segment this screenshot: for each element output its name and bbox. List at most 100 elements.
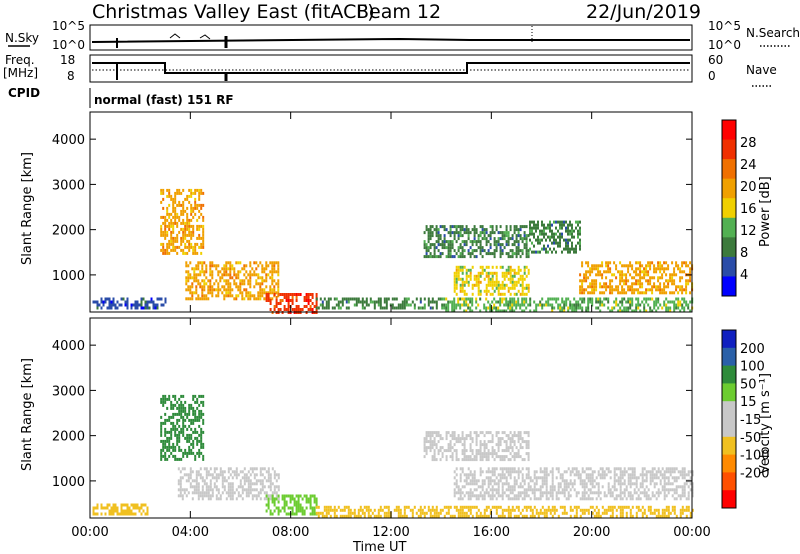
heatmap-cell xyxy=(465,458,468,462)
heatmap-cell xyxy=(186,233,189,237)
heatmap-cell xyxy=(597,264,600,268)
heatmap-cell xyxy=(653,467,656,471)
heatmap-cell xyxy=(495,286,498,290)
heatmap-cell xyxy=(122,297,125,301)
heatmap-cell xyxy=(639,291,642,295)
heatmap-cell xyxy=(255,273,258,277)
heatmap-cell xyxy=(565,244,567,248)
heatmap-cell xyxy=(579,479,582,483)
heatmap-cell xyxy=(455,306,458,310)
heatmap-cell xyxy=(435,303,438,307)
heatmap-cell xyxy=(479,455,482,459)
heatmap-cell xyxy=(257,276,260,280)
heatmap-cell xyxy=(423,455,426,459)
heatmap-cell xyxy=(621,303,624,307)
heatmap-cell xyxy=(503,237,506,241)
heatmap-cell xyxy=(237,491,240,495)
heatmap-cell xyxy=(188,218,191,222)
heatmap-cell xyxy=(455,482,458,486)
heatmap-cell xyxy=(555,250,557,254)
heatmap-cell xyxy=(491,292,494,296)
heatmap-cell xyxy=(519,228,522,232)
heatmap-cell xyxy=(667,488,670,492)
heatmap-cell xyxy=(170,430,173,434)
heatmap-cell xyxy=(162,394,165,398)
heatmap-cell xyxy=(685,514,688,518)
heatmap-cell xyxy=(441,240,444,244)
heatmap-cell xyxy=(192,418,195,422)
heatmap-cell xyxy=(533,232,535,236)
heatmap-cell xyxy=(461,265,464,269)
heatmap-cell xyxy=(164,221,167,225)
heatmap-cell xyxy=(291,293,294,296)
heatmap-cell xyxy=(545,514,548,518)
heatmap-cell xyxy=(605,261,608,265)
heatmap-cell xyxy=(309,308,312,311)
heatmap-cell xyxy=(521,240,524,244)
heatmap-cell xyxy=(315,500,318,504)
heatmap-cell xyxy=(511,306,514,310)
heatmap-cell xyxy=(517,470,520,474)
heatmap-cell xyxy=(665,476,668,480)
heatmap-cell xyxy=(561,232,563,236)
heatmap-cell xyxy=(627,267,630,271)
heatmap-cell xyxy=(637,306,640,310)
heatmap-cell xyxy=(162,242,165,246)
heatmap-cell xyxy=(675,288,678,292)
heatmap-cell xyxy=(567,482,570,486)
heatmap-cell xyxy=(493,249,496,253)
heatmap-cell xyxy=(249,279,252,283)
heatmap-cell xyxy=(537,497,540,501)
heatmap-cell xyxy=(477,277,480,281)
heatmap-cell xyxy=(455,467,458,471)
heatmap-cell xyxy=(663,497,666,501)
heatmap-cell xyxy=(593,491,596,495)
heatmap-cell xyxy=(265,497,268,501)
heatmap-cell xyxy=(671,505,674,509)
heatmap-cell xyxy=(112,503,115,507)
heatmap-cell xyxy=(591,288,594,292)
heatmap-cell xyxy=(451,434,454,438)
heatmap-cell xyxy=(509,277,512,281)
heatmap-cell xyxy=(681,488,684,492)
heatmap-cell xyxy=(194,436,197,440)
heatmap-cell xyxy=(213,470,216,474)
heatmap-cell xyxy=(180,448,183,452)
heatmap-cell xyxy=(479,309,482,313)
heatmap-cell xyxy=(455,292,458,296)
heatmap-cell xyxy=(501,292,504,296)
heatmap-cell xyxy=(182,209,185,213)
heatmap-cell xyxy=(361,303,364,307)
heatmap-cell xyxy=(287,308,290,311)
heatmap-cell xyxy=(487,240,490,244)
heatmap-cell xyxy=(162,221,165,225)
heatmap-cell xyxy=(483,452,486,456)
heatmap-cell xyxy=(575,303,578,307)
heatmap-cell xyxy=(371,511,374,515)
heatmap-cell xyxy=(509,271,512,275)
heatmap-cell xyxy=(307,500,310,504)
heatmap-cell xyxy=(132,506,135,510)
heatmap-cell xyxy=(505,449,508,453)
heatmap-cell xyxy=(271,491,274,495)
heatmap-cell xyxy=(180,239,183,243)
heatmap-cell xyxy=(513,452,516,456)
heatmap-cell xyxy=(251,273,254,277)
heatmap-cell xyxy=(184,224,187,228)
heatmap-cell xyxy=(551,303,554,307)
heatmap-cell xyxy=(635,491,638,495)
heatmap-cell xyxy=(303,494,306,498)
heatmap-cell xyxy=(379,514,382,518)
heatmap-cell xyxy=(533,473,536,477)
heatmap-cell xyxy=(609,267,612,271)
heatmap-cell xyxy=(589,300,592,304)
heatmap-cell xyxy=(419,300,422,304)
nsky-label: N.Sky xyxy=(5,31,39,45)
heatmap-cell xyxy=(537,226,539,230)
heatmap-cell xyxy=(166,397,169,401)
heatmap-cell xyxy=(185,494,188,498)
heatmap-cell xyxy=(629,261,632,265)
heatmap-cell xyxy=(499,467,502,471)
heatmap-cell xyxy=(196,224,199,228)
heatmap-cell xyxy=(174,221,177,225)
